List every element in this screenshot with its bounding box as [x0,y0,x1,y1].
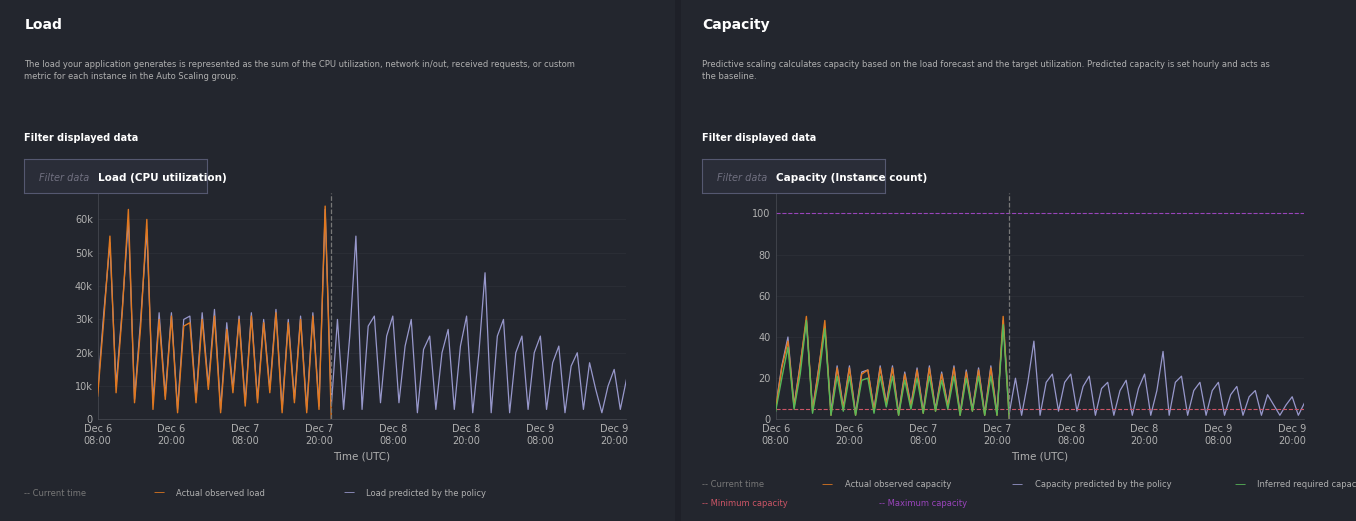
Text: The load your application generates is represented as the sum of the CPU utiliza: The load your application generates is r… [24,60,575,81]
Text: —: — [822,479,833,489]
Text: Actual observed capacity: Actual observed capacity [845,480,951,489]
Text: Capacity (Instance count): Capacity (Instance count) [776,173,928,183]
Text: Load predicted by the policy: Load predicted by the policy [366,489,485,498]
X-axis label: Time (UTC): Time (UTC) [1012,451,1069,462]
Text: Filter displayed data: Filter displayed data [24,133,138,143]
Text: Load: Load [24,18,62,32]
Text: -- Maximum capacity: -- Maximum capacity [879,499,967,508]
Text: Load (CPU utilization): Load (CPU utilization) [98,173,226,183]
Text: —: — [1234,479,1245,489]
Text: -- Current time: -- Current time [702,480,765,489]
Text: Filter displayed data: Filter displayed data [702,133,816,143]
Text: Filter data: Filter data [717,172,767,182]
Text: —: — [153,488,164,498]
Text: —: — [343,488,354,498]
Text: Capacity: Capacity [702,18,770,32]
Text: Actual observed load: Actual observed load [176,489,266,498]
Text: Predictive scaling calculates capacity based on the load forecast and the target: Predictive scaling calculates capacity b… [702,60,1271,81]
Text: -- Minimum capacity: -- Minimum capacity [702,499,788,508]
Text: Capacity predicted by the policy: Capacity predicted by the policy [1035,480,1172,489]
Text: -- Current time: -- Current time [24,489,87,498]
Text: Inferred required capacity: Inferred required capacity [1257,480,1356,489]
Text: —: — [1012,479,1022,489]
Text: ▼: ▼ [869,173,876,182]
Text: ▼: ▼ [191,173,198,182]
X-axis label: Time (UTC): Time (UTC) [334,451,391,462]
Text: Filter data: Filter data [39,172,89,182]
